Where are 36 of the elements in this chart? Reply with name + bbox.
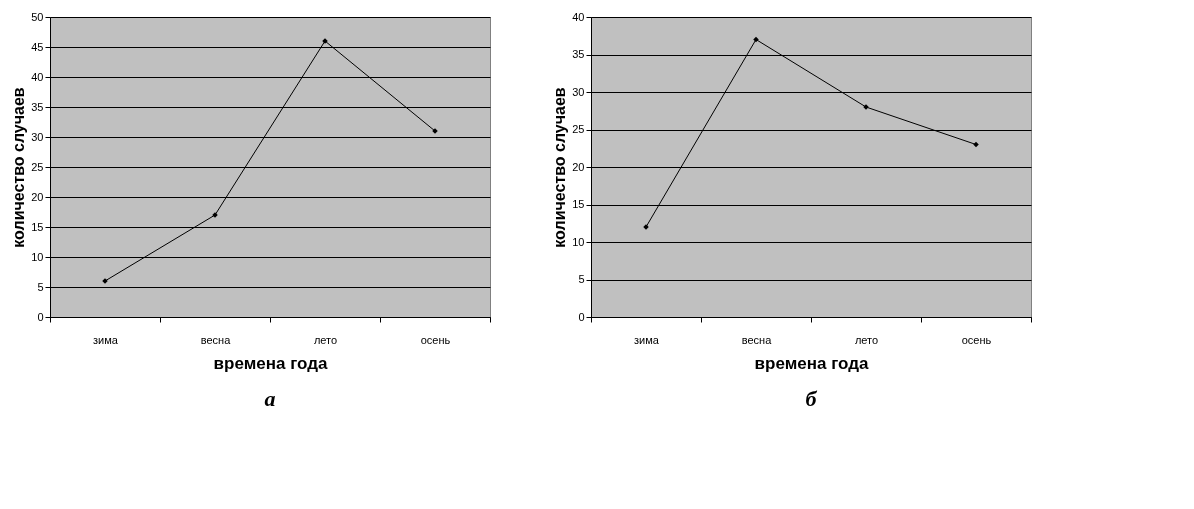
y-tick-label: 0 — [578, 310, 585, 323]
x-tick-label: зима — [634, 333, 660, 346]
y-tick-label: 10 — [572, 235, 585, 248]
x-axis-title: времена года — [213, 353, 328, 373]
y-tick-label: 40 — [31, 70, 44, 83]
y-tick-label: 5 — [37, 280, 44, 293]
y-tick-label: 5 — [578, 273, 585, 285]
y-tick-label: 30 — [572, 85, 585, 98]
y-tick-label: 15 — [572, 198, 585, 210]
x-tick-label: лето — [854, 333, 879, 346]
text: а — [264, 386, 276, 411]
y-tick-label: 25 — [572, 123, 585, 135]
y-tick-label: 35 — [572, 48, 585, 60]
x-tick-label: лето — [313, 333, 338, 346]
y-tick-label: 15 — [31, 220, 44, 233]
y-axis-title: количество случаев — [10, 87, 28, 248]
y-tick-label: 10 — [31, 250, 44, 263]
y-axis-title: количество случаев — [551, 87, 569, 248]
y-tick-label: 50 — [31, 10, 44, 23]
x-axis-title: времена года — [754, 353, 869, 373]
x-tick-label: осень — [961, 333, 992, 346]
y-tick-label: 0 — [37, 310, 44, 323]
y-tick-label: 20 — [572, 160, 585, 173]
x-tick-label: зима — [93, 333, 119, 346]
y-tick-label: 45 — [31, 40, 44, 53]
text: б — [805, 386, 818, 411]
y-tick-label: 25 — [31, 160, 44, 173]
x-tick-label: весна — [741, 333, 773, 346]
y-tick-label: 35 — [31, 100, 44, 113]
x-tick-label: весна — [200, 333, 232, 346]
point — [753, 36, 759, 43]
x-tick-label: осень — [420, 333, 451, 346]
y-tick-label: 40 — [572, 10, 585, 23]
point — [973, 141, 979, 148]
y-tick-label: 20 — [31, 190, 44, 203]
y-tick-label: 30 — [31, 130, 44, 143]
